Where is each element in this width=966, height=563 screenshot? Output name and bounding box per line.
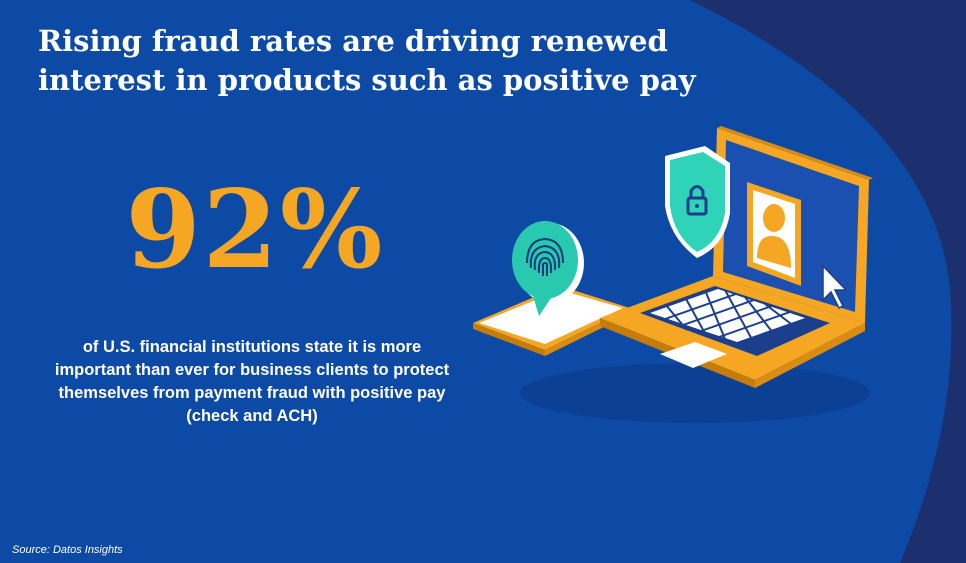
cursor-icon: [822, 264, 848, 310]
slide-title: Rising fraud rates are driving renewed i…: [38, 24, 696, 97]
phone-icon: [473, 286, 630, 356]
dot-shadow: [520, 363, 870, 423]
stat-description: of U.S. financial institutions state it …: [54, 338, 450, 425]
source-note: Source: Datos Insights: [12, 544, 123, 556]
shield-lock-icon: [665, 146, 730, 258]
laptop-icon: [600, 126, 873, 388]
stat-value: 92%: [125, 167, 385, 293]
user-profile-icon: [747, 182, 801, 286]
security-illustration: [473, 126, 873, 423]
fingerprint-icon: [512, 221, 584, 316]
